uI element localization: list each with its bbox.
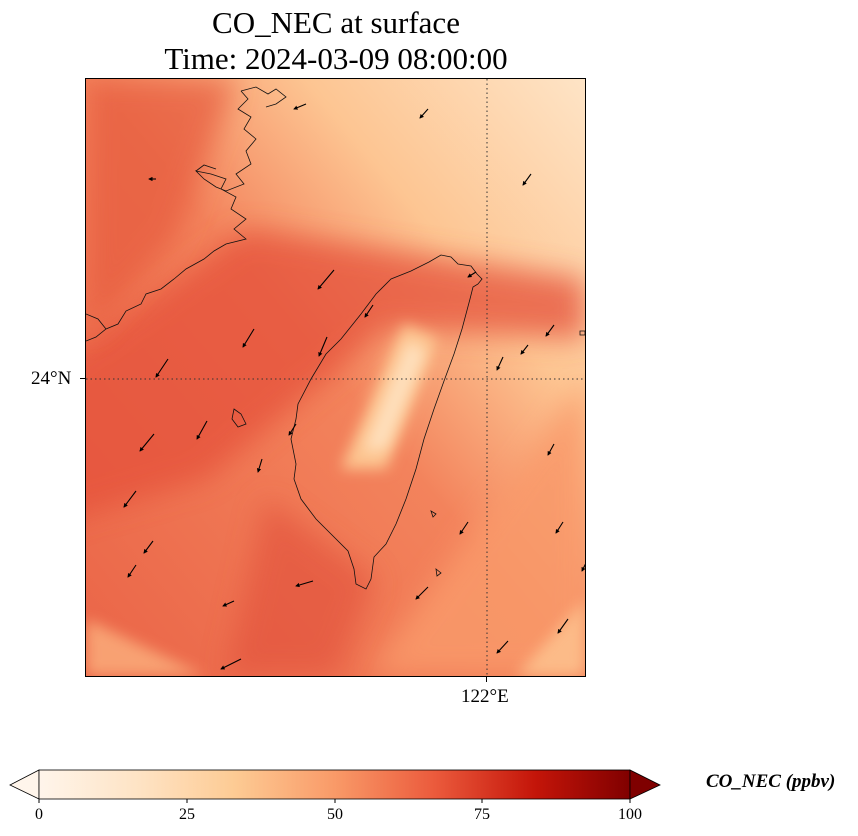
wind-arrow: [196, 420, 208, 440]
colorbar-body: [38, 769, 631, 800]
wind-arrow: [520, 344, 529, 355]
wind-arrow: [459, 521, 469, 535]
wind-arrow: [581, 563, 585, 572]
wind-arrow: [547, 443, 555, 456]
wind-arrow: [139, 433, 155, 452]
colorbar: [9, 769, 661, 803]
wind-arrow: [155, 358, 169, 378]
colorbar-tick-label: 25: [179, 806, 195, 823]
colorbar-tick-label: 75: [474, 806, 490, 823]
colorbar-tick-label: 100: [618, 806, 642, 823]
wind-arrow: [555, 521, 564, 534]
wind-arrow: [256, 458, 263, 473]
wind-arrow: [288, 423, 297, 436]
penghu-islands: [231, 408, 247, 428]
wind-arrow: [415, 586, 429, 600]
figure-title: CO_NEC at surface: [212, 5, 460, 40]
wind-arrow: [496, 356, 504, 371]
figure-time: Time: 2024-03-09 08:00:00: [164, 41, 508, 76]
colorbar-label: CO_NEC (ppbv): [706, 771, 836, 792]
wind-arrow: [545, 324, 555, 337]
coastlines: [86, 86, 585, 590]
wind-vectors: [123, 103, 585, 670]
wind-arrow: [364, 304, 374, 318]
latitude-tick: [80, 378, 85, 379]
wind-arrow: [467, 271, 477, 278]
map-panel: [85, 78, 586, 677]
mainland-coastline: [86, 90, 257, 342]
gridlines: [86, 79, 585, 676]
wind-arrow: [557, 618, 569, 634]
wind-arrow: [295, 580, 314, 588]
wind-arrow: [143, 540, 154, 554]
wind-arrow: [317, 269, 335, 290]
wind-arrow: [293, 103, 307, 110]
wind-arrow: [496, 640, 509, 654]
map-canvas: [86, 79, 585, 676]
wind-arrow: [220, 658, 242, 670]
colorbar-extend-max: [629, 769, 661, 800]
concentration-field: [86, 79, 585, 676]
wind-arrow: [127, 564, 137, 578]
wind-arrow: [419, 108, 429, 119]
colorbar-tick-label: 50: [327, 806, 343, 823]
wind-arrow: [522, 173, 532, 186]
wind-arrow: [222, 600, 235, 607]
colorbar-tick-label: 0: [35, 806, 43, 823]
wind-arrow: [123, 490, 137, 508]
latitude-label: 24°N: [31, 368, 72, 389]
colorbar-extend-min: [9, 769, 40, 800]
taiwan-coastline: [290, 254, 483, 590]
wind-arrow: [242, 328, 255, 348]
longitude-label: 122°E: [461, 686, 509, 707]
wind-arrow: [318, 336, 328, 357]
longitude-tick: [486, 677, 487, 682]
